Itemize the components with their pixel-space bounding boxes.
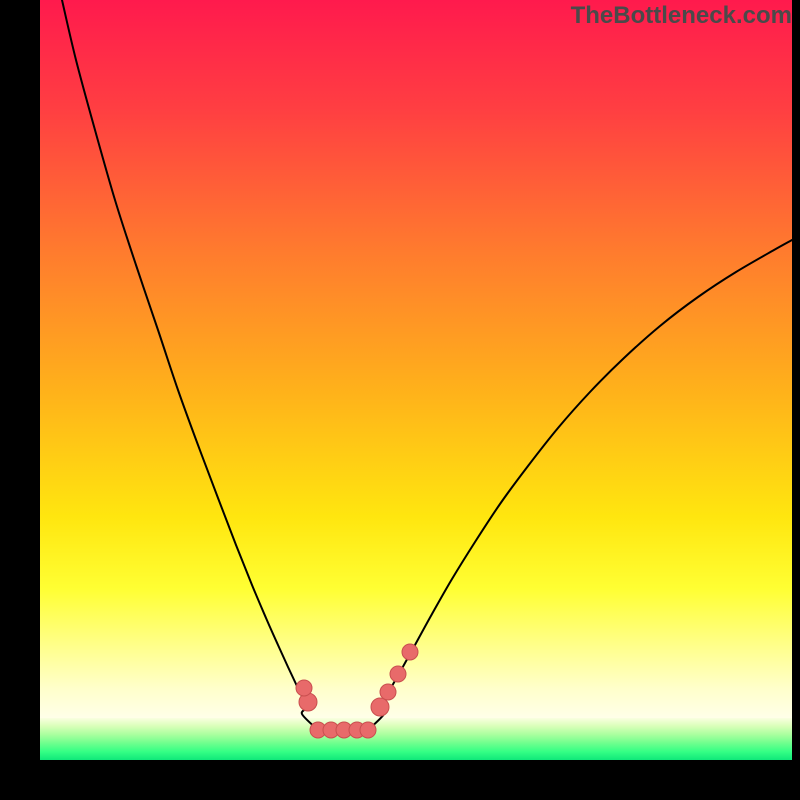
marker-dot bbox=[360, 722, 376, 738]
marker-dot bbox=[380, 684, 396, 700]
chart-svg bbox=[40, 0, 792, 760]
plot-area bbox=[40, 0, 792, 760]
marker-dot bbox=[390, 666, 406, 682]
watermark-text: TheBottleneck.com bbox=[571, 2, 792, 30]
bottleneck-curve bbox=[62, 0, 792, 730]
marker-dot bbox=[296, 680, 312, 696]
marker-dot bbox=[371, 698, 389, 716]
marker-dot bbox=[402, 644, 418, 660]
